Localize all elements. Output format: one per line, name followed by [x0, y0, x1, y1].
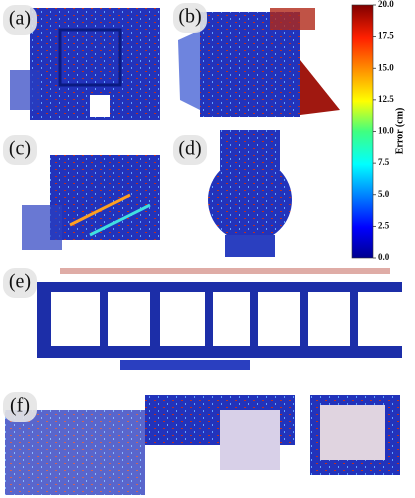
panel-f	[5, 395, 400, 495]
tick-label: 7.5	[378, 157, 390, 167]
panel-label-bg	[173, 3, 207, 33]
tick-label: 20.0	[378, 0, 394, 9]
panel-a	[10, 8, 160, 120]
panel-label-bg	[3, 268, 37, 298]
colorbar-gradient	[351, 4, 374, 259]
tick-label: 10.0	[378, 126, 394, 136]
panel-labels: (a) (b) (c) (d) (e) (f)	[3, 3, 207, 422]
tick-label: 12.5	[378, 94, 394, 104]
panel-label-bg	[3, 135, 37, 165]
colorbar: Error (cm)	[351, 4, 405, 259]
panel-e	[37, 268, 402, 370]
panel-label-bg	[173, 135, 207, 165]
tick-label: 15.0	[378, 62, 394, 72]
panel-label: (c)	[9, 138, 31, 160]
panel-label-bg	[3, 5, 37, 35]
tick-label: 17.5	[378, 31, 394, 41]
panel-label: (a)	[9, 8, 31, 30]
panel-label: (f)	[10, 395, 30, 417]
panel-label: (b)	[178, 6, 201, 28]
panel-d	[208, 130, 292, 257]
colorbar-label: Error (cm)	[394, 108, 405, 155]
tick-label: 2.5	[378, 220, 390, 230]
panel-b	[178, 8, 340, 117]
tick-label: 5.0	[378, 189, 390, 199]
panel-label: (e)	[9, 271, 31, 293]
panel-c	[22, 155, 160, 250]
panel-label-bg	[3, 392, 37, 422]
tick-label: 0.0	[378, 252, 390, 262]
panel-label: (d)	[178, 138, 201, 160]
